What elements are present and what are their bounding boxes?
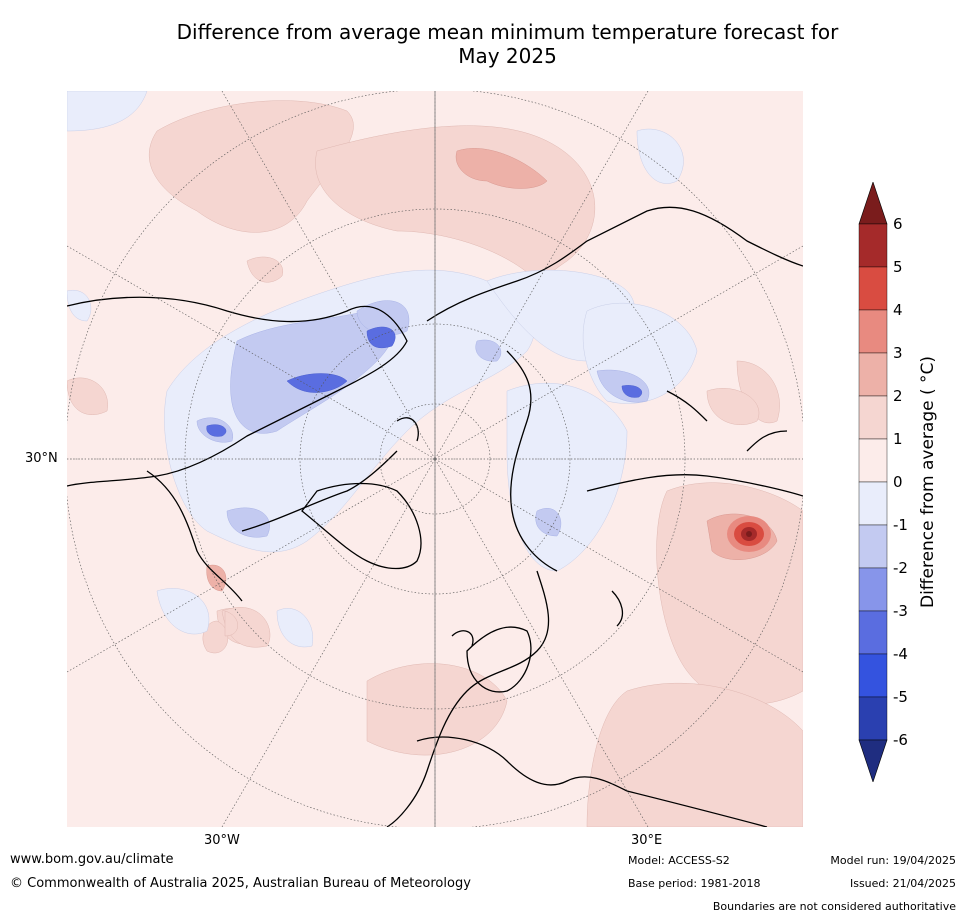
colorbar-tick-label: -4 [893,645,908,663]
lon-label-30w: 30°W [204,833,240,848]
colorbar-title: Difference from average ( °C) [918,355,938,609]
colorbar-tick-label: -2 [893,559,908,577]
colorbar-band [858,438,888,483]
footer-copyright: © Commonwealth of Australia 2025, Austra… [10,876,471,891]
colorbar-tick-label: -1 [893,516,908,534]
warm-hotspot [727,516,771,552]
colorbar-band [858,567,888,612]
colorbar-tick-label: 1 [893,430,903,448]
colorbar-band [858,524,888,569]
colorbar-band [858,696,888,741]
footer-base-period: Base period: 1981-2018 [628,877,761,890]
lon-label-30e: 30°E [631,833,663,848]
colorbar-band [858,223,888,268]
colorbar-tick-label: 5 [893,258,903,276]
colorbar-band [858,266,888,311]
colorbar-band [858,352,888,397]
colorbar-tick-label: 2 [893,387,903,405]
footer-website[interactable]: www.bom.gov.au/climate [10,852,174,867]
colorbar-tick-label: 0 [893,473,903,491]
colorbar-tick-label: -6 [893,731,908,749]
colorbar-tick-labels: 6 5 4 3 2 1 0 -1 -2 -3 -4 -5 -6 [893,182,923,782]
footer-model: Model: ACCESS-S2 [628,854,730,867]
coastlines [67,206,803,827]
forecast-map [67,91,803,827]
title-line-1: Difference from average mean minimum tem… [176,20,839,44]
lat-label-30n: 30°N [25,451,58,466]
colorbar-tick-label: 3 [893,344,903,362]
title-line-2: May 2025 [458,44,557,68]
colorbar-band [858,653,888,698]
warm-anomaly-areas [67,100,803,827]
colorbar-tick-label: -3 [893,602,908,620]
colorbar-bands [858,223,888,741]
footer-issued: Issued: 21/04/2025 [849,877,956,890]
map-title: Difference from average mean minimum tem… [60,20,955,68]
colorbar-extend-low [858,739,888,782]
footer-model-run: Model run: 19/04/2025 [830,854,956,867]
footer-disclaimer: Boundaries are not considered authoritat… [712,900,956,913]
colorbar-band [858,481,888,526]
colorbar-band [858,395,888,440]
colorbar-tick-label: 6 [893,215,903,233]
colorbar [858,182,888,782]
colorbar-tick-label: -5 [893,688,908,706]
colorbar-tick-label: 4 [893,301,903,319]
colorbar-band [858,610,888,655]
colorbar-extend-high [858,182,888,225]
colorbar-band [858,309,888,354]
